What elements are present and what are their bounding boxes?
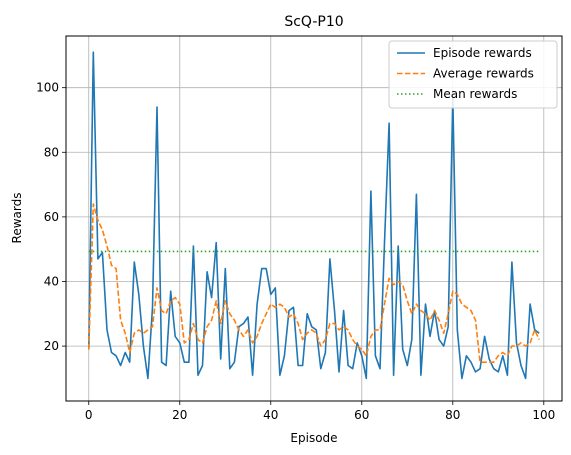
x-tick-label: 0 xyxy=(85,408,93,422)
series-line-0 xyxy=(88,51,540,380)
y-tick-label: 80 xyxy=(44,145,59,159)
legend: Episode rewards Average rewards Mean rewar… xyxy=(388,40,558,109)
ticks: 0 20 40 60 80 100 20 40 60 80 100 xyxy=(36,81,555,422)
legend-box xyxy=(388,40,558,109)
legend-label: Mean rewards xyxy=(433,87,517,101)
y-axis-label: Rewards xyxy=(10,193,24,244)
y-tick-label: 60 xyxy=(44,210,59,224)
chart-title: ScQ-P10 xyxy=(284,14,343,30)
x-tick-label: 100 xyxy=(532,408,555,422)
plot-frame xyxy=(65,35,563,402)
x-tick-label: 80 xyxy=(445,408,460,422)
y-tick-label: 20 xyxy=(44,339,59,353)
legend-label: Average rewards xyxy=(433,67,534,81)
y-tick-label: 100 xyxy=(36,81,59,95)
series-line-1 xyxy=(88,203,540,364)
x-axis-label: Episode xyxy=(290,431,337,445)
x-tick-label: 60 xyxy=(354,408,369,422)
x-tick-label: 20 xyxy=(172,408,187,422)
x-tick-label: 40 xyxy=(263,408,278,422)
series-layer xyxy=(88,51,540,380)
y-tick-label: 40 xyxy=(44,274,59,288)
legend-label: Episode rewards xyxy=(433,46,532,60)
